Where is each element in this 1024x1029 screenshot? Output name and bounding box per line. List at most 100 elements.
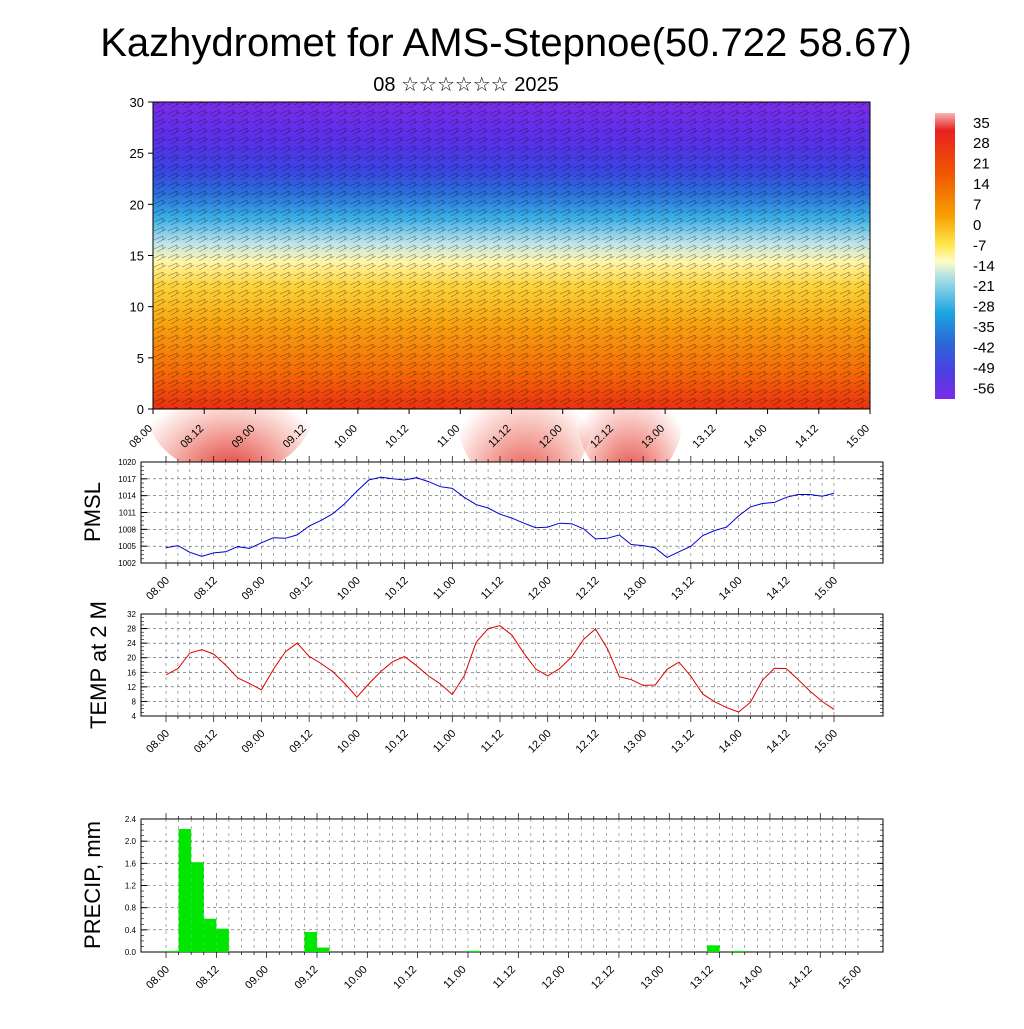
xtick-label: 08.12 <box>192 728 220 756</box>
xtick-label: 10.12 <box>391 964 419 992</box>
xtick-label: 08.00 <box>144 575 172 603</box>
cross-section-xtick-label: 14.12 <box>793 423 821 451</box>
ytick-label: 1014 <box>118 492 136 501</box>
precip-bar <box>707 945 720 952</box>
ytick-label: 1017 <box>118 475 136 484</box>
ytick-label: 1.2 <box>125 882 137 891</box>
xtick-label: 11.12 <box>479 575 506 602</box>
xtick-label: 13.00 <box>621 575 649 603</box>
precip-panel: 0.0 0.4 0.8 1.2 1.6 2.0 2.4 08.00 08.12 09.00 09.1… <box>80 813 883 992</box>
colorbar-label: -21 <box>973 278 995 295</box>
ytick-label: 12 <box>127 683 136 692</box>
precip-bar <box>179 829 192 952</box>
chart-title: Kazhydromet for AMS-Stepnoe(50.722 58.67… <box>100 21 912 65</box>
ytick-label: 1011 <box>119 509 137 518</box>
xtick-label: 10.00 <box>342 964 370 992</box>
cross-section-xtick-label: 10.00 <box>332 423 360 451</box>
ytick-label: 28 <box>127 625 136 634</box>
xtick-label: 10.00 <box>335 728 363 756</box>
xtick-label: 15.00 <box>836 964 864 992</box>
ylabel: PMSL <box>80 482 105 542</box>
precip-bar <box>468 951 481 952</box>
cross-section-xtick-label: 13.12 <box>691 423 719 451</box>
precip-bar <box>191 862 204 952</box>
colorbar-label: -49 <box>973 360 995 377</box>
colorbar-label: -35 <box>973 319 995 336</box>
precip-bar <box>732 951 745 952</box>
xtick-label: 14.00 <box>717 728 745 756</box>
colorbar-label: 7 <box>973 196 981 213</box>
precip-bar <box>216 929 229 952</box>
cross-section-ytick-label: 25 <box>130 146 144 161</box>
cross-section-ytick-label: 20 <box>130 197 144 212</box>
ytick-label: 8 <box>132 697 137 706</box>
xtick-label: 12.00 <box>540 964 568 992</box>
xtick-label: 15.00 <box>812 728 840 756</box>
xtick-label: 14.12 <box>764 575 792 603</box>
xtick-label: 14.00 <box>737 964 765 992</box>
colorbar-label: 35 <box>973 115 990 132</box>
xtick-label: 14.00 <box>717 575 745 603</box>
ytick-label: 2.4 <box>125 815 137 824</box>
xtick-label: 09.12 <box>292 964 320 992</box>
cross-section-ytick-label: 10 <box>130 300 144 315</box>
colorbar-label: 21 <box>973 156 990 173</box>
ytick-label: 1.6 <box>125 859 137 868</box>
ytick-label: 0.8 <box>125 904 137 913</box>
xtick-label: 10.12 <box>383 575 411 603</box>
xtick-label: 12.12 <box>574 575 602 603</box>
colorbar-label: -14 <box>973 258 995 275</box>
colorbar-label: -7 <box>973 237 986 254</box>
xtick-label: 13.12 <box>669 728 697 756</box>
ytick-label: 2.0 <box>125 837 137 846</box>
precip-bar <box>304 932 317 952</box>
precip-bar <box>166 951 179 952</box>
ytick-label: 24 <box>127 639 136 648</box>
xtick-label: 09.00 <box>240 728 268 756</box>
colorbar-label: -56 <box>973 380 995 397</box>
xtick-label: 12.12 <box>574 728 602 756</box>
cross-section-ytick-label: 30 <box>130 95 144 110</box>
cross-section-xtick-label: 14.00 <box>742 423 770 451</box>
xtick-label: 10.00 <box>335 575 363 603</box>
xtick-label: 08.00 <box>144 728 172 756</box>
ylabel: TEMP at 2 M <box>86 601 111 729</box>
xtick-label: 15.00 <box>812 575 840 603</box>
ytick-label: 1005 <box>118 542 136 551</box>
xtick-label: 13.12 <box>669 575 697 603</box>
xtick-label: 12.00 <box>526 575 554 603</box>
xtick-label: 11.00 <box>441 964 468 991</box>
ytick-label: 1002 <box>118 559 136 568</box>
ytick-label: 32 <box>127 610 136 619</box>
xtick-label: 14.12 <box>787 964 815 992</box>
xtick-label: 13.00 <box>621 728 649 756</box>
cross-section-xtick-label: 10.12 <box>383 423 411 451</box>
xtick-label: 09.12 <box>287 728 315 756</box>
colorbar-label: -28 <box>973 299 995 316</box>
xtick-label: 08.12 <box>192 575 220 603</box>
xtick-label: 09.12 <box>287 575 315 603</box>
xtick-label: 08.12 <box>194 964 222 992</box>
xtick-label: 09.00 <box>240 575 268 603</box>
xtick-label: 14.12 <box>764 728 792 756</box>
ytick-label: 0.4 <box>125 926 137 935</box>
colorbar-label: 14 <box>973 176 990 193</box>
cross-section-ytick-label: 0 <box>137 402 144 417</box>
xtick-label: 09.00 <box>243 964 271 992</box>
cross-section-xtick-label: 15.00 <box>844 423 872 451</box>
xtick-label: 13.00 <box>638 964 666 992</box>
ytick-label: 0.0 <box>125 948 137 957</box>
xtick-label: 11.00 <box>431 575 458 602</box>
wind-field <box>153 102 870 409</box>
xtick-label: 10.12 <box>383 728 411 756</box>
xtick-label: 11.12 <box>491 964 518 991</box>
xtick-label: 08.00 <box>144 964 172 992</box>
colorbar-label: 28 <box>973 135 990 152</box>
cross-section-ytick-label: 5 <box>137 351 144 366</box>
precip-bar <box>204 919 217 952</box>
